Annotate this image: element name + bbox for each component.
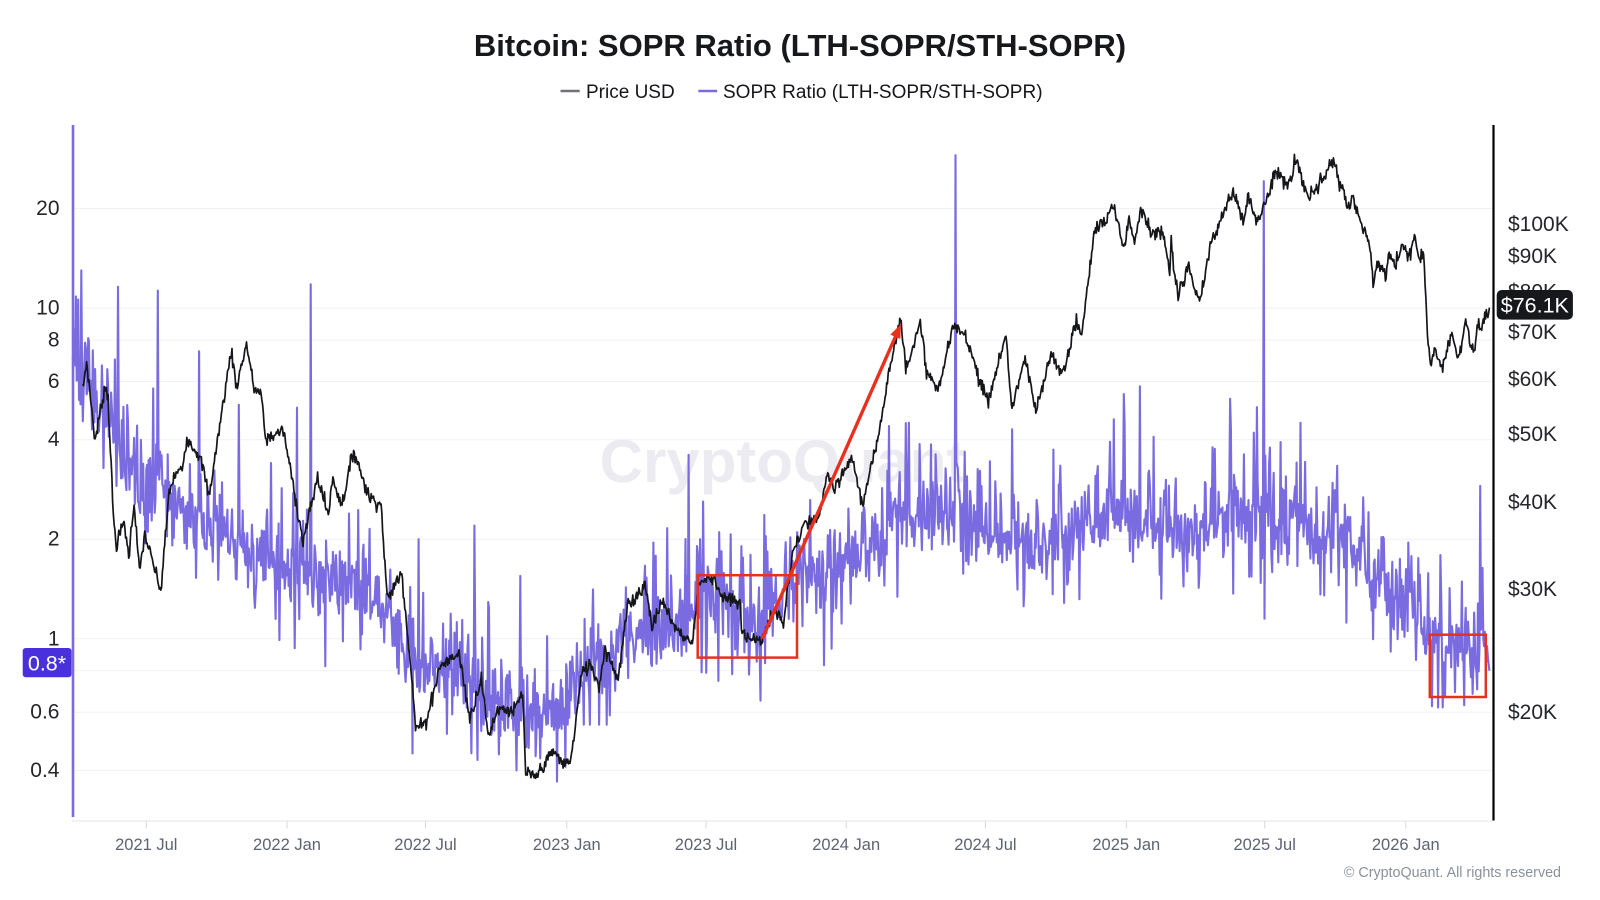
svg-text:2025 Jul: 2025 Jul: [1234, 836, 1296, 854]
svg-text:6: 6: [48, 370, 60, 393]
svg-text:$100K: $100K: [1508, 213, 1569, 236]
svg-text:2024 Jan: 2024 Jan: [812, 836, 880, 854]
svg-text:CryptoQuant: CryptoQuant: [600, 428, 967, 495]
svg-text:2024 Jul: 2024 Jul: [954, 836, 1016, 854]
svg-text:4: 4: [48, 428, 60, 451]
svg-text:$76.1K: $76.1K: [1501, 294, 1570, 318]
svg-text:0.6: 0.6: [30, 701, 59, 724]
svg-text:SOPR Ratio (LTH-SOPR/STH-SOPR): SOPR Ratio (LTH-SOPR/STH-SOPR): [723, 82, 1043, 103]
svg-text:2026 Jan: 2026 Jan: [1372, 836, 1440, 854]
svg-text:2022 Jul: 2022 Jul: [394, 836, 456, 854]
svg-text:2023 Jul: 2023 Jul: [675, 836, 737, 854]
svg-text:$70K: $70K: [1508, 321, 1557, 344]
svg-text:$50K: $50K: [1508, 423, 1557, 446]
svg-text:$60K: $60K: [1508, 368, 1557, 391]
svg-text:$40K: $40K: [1508, 491, 1557, 514]
svg-text:1: 1: [48, 627, 60, 650]
svg-text:2025 Jan: 2025 Jan: [1092, 836, 1160, 854]
svg-text:Bitcoin: SOPR Ratio (LTH-SOPR/: Bitcoin: SOPR Ratio (LTH-SOPR/STH-SOPR): [474, 28, 1126, 63]
svg-text:2021 Jul: 2021 Jul: [115, 836, 177, 854]
svg-text:2023 Jan: 2023 Jan: [533, 836, 601, 854]
svg-text:2022 Jan: 2022 Jan: [253, 836, 321, 854]
svg-text:0.8*: 0.8*: [28, 652, 67, 676]
svg-text:$30K: $30K: [1508, 578, 1557, 601]
svg-text:0.4: 0.4: [30, 759, 60, 782]
svg-text:© CryptoQuant. All rights rese: © CryptoQuant. All rights reserved: [1344, 865, 1561, 881]
svg-text:Price USD: Price USD: [586, 82, 675, 103]
svg-text:10: 10: [36, 297, 59, 320]
svg-text:$90K: $90K: [1508, 245, 1557, 268]
svg-text:2: 2: [48, 528, 60, 551]
svg-text:8: 8: [48, 329, 60, 352]
svg-text:$20K: $20K: [1508, 701, 1557, 724]
svg-text:20: 20: [36, 197, 59, 220]
